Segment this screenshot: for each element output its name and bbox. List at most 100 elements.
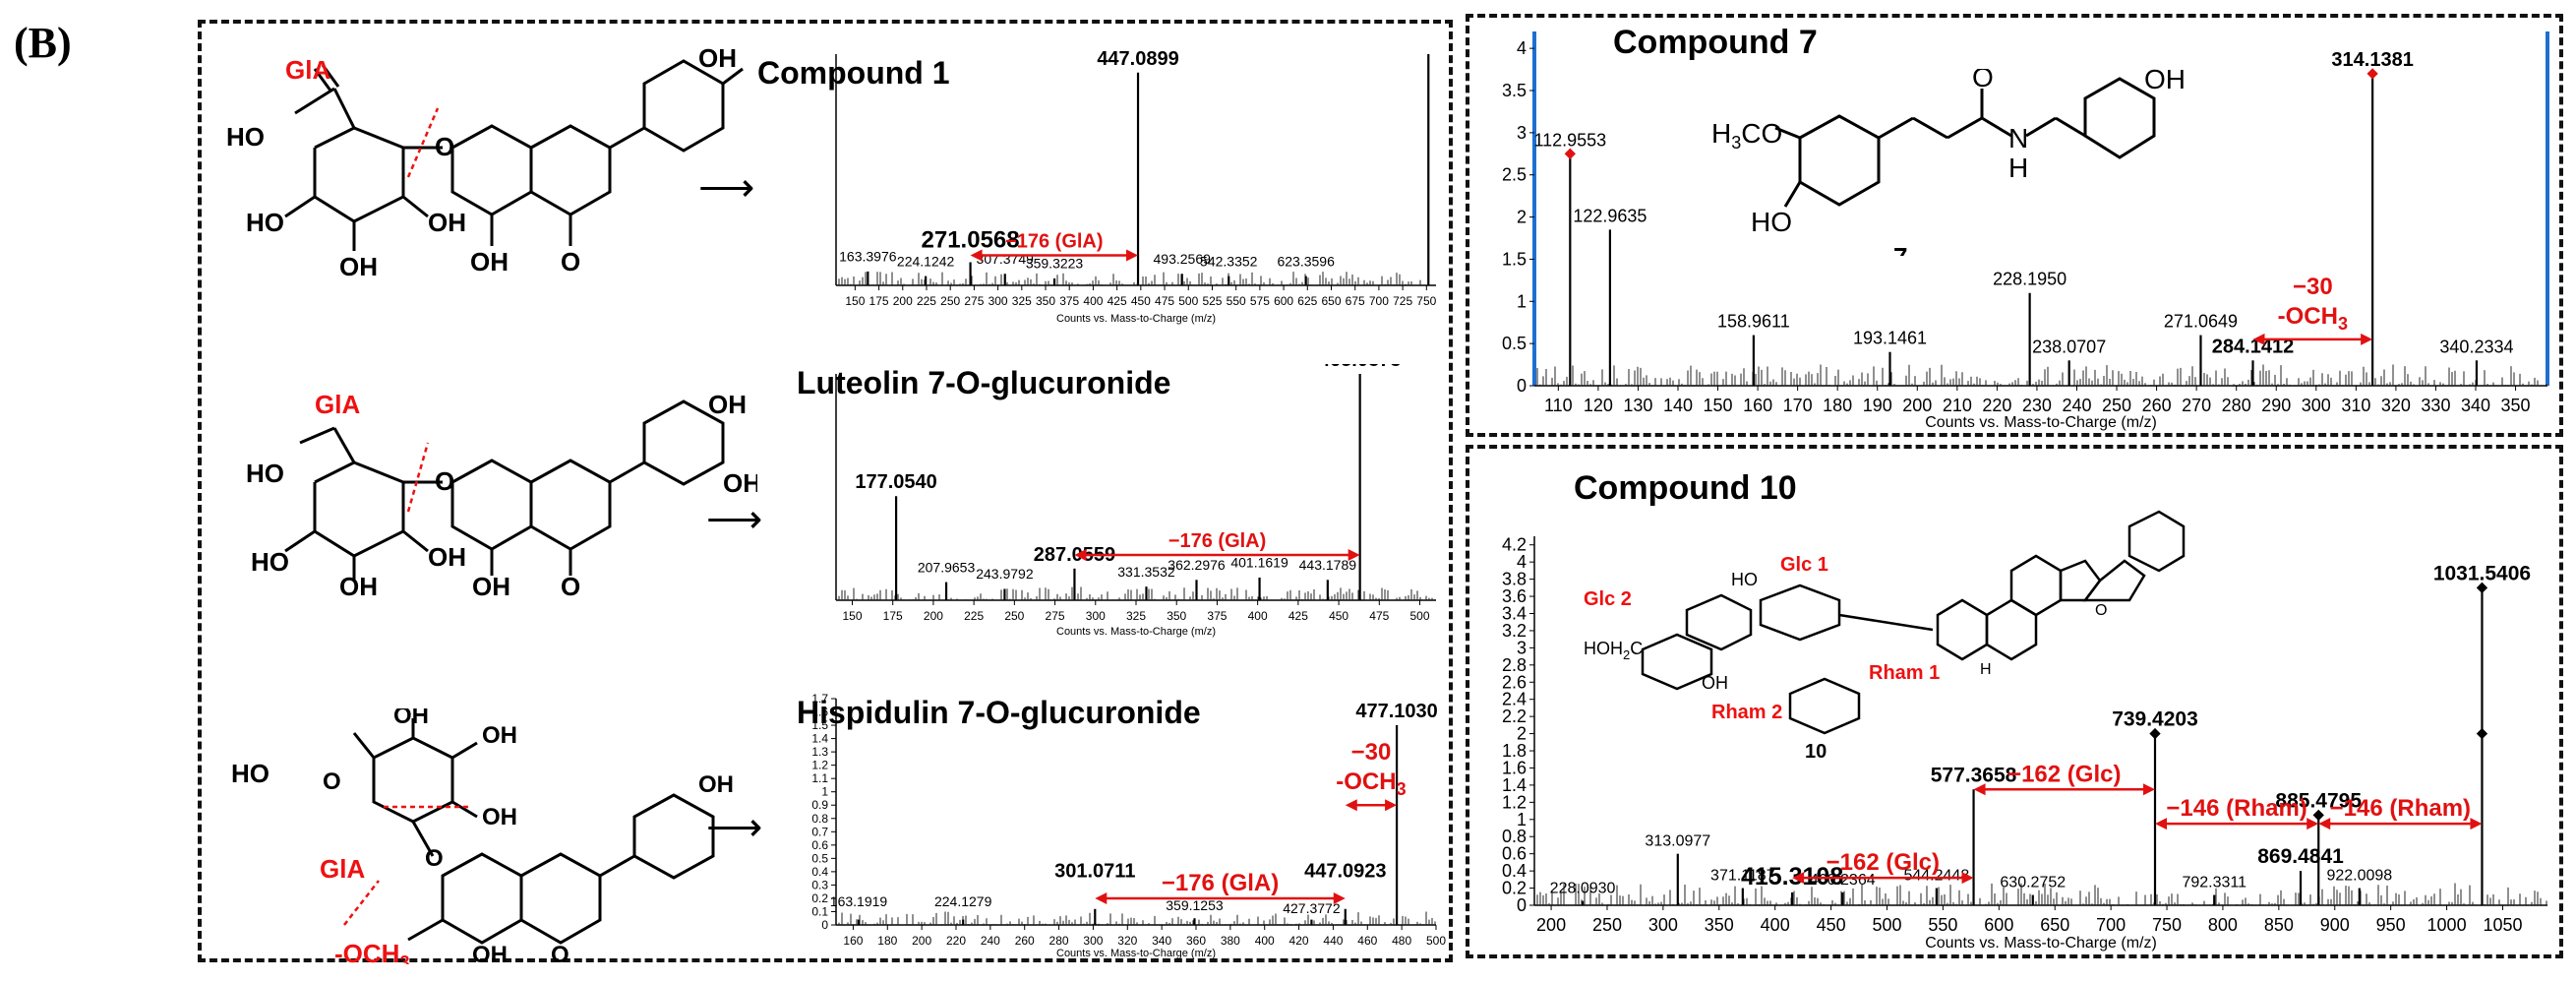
c3-x-tick-label: 380 [1221, 934, 1240, 948]
c3-x-tick-label: 460 [1357, 934, 1377, 948]
c2-peak-label: 401.1619 [1230, 555, 1288, 571]
s2-o-label: O [435, 466, 454, 496]
c2-x-tick-label: 200 [924, 609, 943, 623]
c2-x-tick-label: 275 [1046, 609, 1065, 623]
c10-y-tick-label: 3.8 [1502, 570, 1527, 589]
c7-peak-marker [1564, 148, 1576, 159]
c3-x-tick-label: 360 [1186, 934, 1206, 948]
c2-x-tick-label: 150 [842, 609, 862, 623]
c7-x-tick-label: 240 [2062, 396, 2091, 415]
s2-ho-label: HO [246, 459, 284, 488]
c3-x-tick-label: 240 [981, 934, 1000, 948]
c1-x-tick-label: 200 [893, 294, 913, 308]
c10-x-tick-label: 1000 [2427, 915, 2467, 935]
c10-peak-label: 313.0977 [1645, 833, 1710, 850]
c7-x-tick-label: 230 [2022, 396, 2052, 415]
c3-y-tick-label: 1.7 [811, 692, 828, 706]
c3-y-tick-label: 1.1 [811, 771, 828, 785]
c7-x-tick-label: 300 [2302, 396, 2331, 415]
c1-x-tick-label: 725 [1393, 294, 1412, 308]
c3-x-tick-label: 300 [1083, 934, 1103, 948]
c3-annotation-arrowhead [1333, 891, 1346, 904]
c3-x-tick-label: 200 [912, 934, 931, 948]
c10-x-tick-label: 250 [1592, 915, 1622, 935]
c7-y-tick-label: 0.5 [1502, 334, 1527, 353]
c10-peak-label: 630.2752 [2000, 875, 2066, 891]
c2-x-tick-label: 250 [1004, 609, 1024, 623]
c1-annotation-arrowhead [970, 249, 983, 262]
s1-o-label-2: O [561, 247, 580, 276]
c10-y-tick-label: 2.4 [1502, 690, 1527, 709]
s10-rham2-label: Rham 2 [1711, 702, 1782, 723]
s1-ho-label-2: HO [246, 208, 284, 237]
c3-title: Hispidulin 7-O-glucuronide [797, 695, 1201, 730]
c1-title: Compound 1 [757, 55, 950, 91]
c3-annotation-arrowhead [1385, 799, 1398, 812]
c10-y-tick-label: 0.8 [1502, 827, 1527, 846]
c1-x-tick-label: 325 [1012, 294, 1032, 308]
c10-y-tick-label: 1 [1517, 810, 1527, 829]
c10-annotation-arrowhead [2470, 818, 2483, 830]
c7-x-tick-label: 190 [1863, 396, 1892, 415]
c1-x-tick-label: 375 [1059, 294, 1079, 308]
c1-x-tick-label: 225 [917, 294, 936, 308]
c7-peak-label: 271.0649 [2164, 312, 2238, 332]
c10-annotation-arrowhead [2142, 783, 2155, 796]
c7-peak-label: 340.2334 [2439, 337, 2513, 356]
c10-x-tick-label: 500 [1872, 915, 1901, 935]
structure-compound-10: Glc 1 Glc 2 Rham 1 Rham 2 HOH2C HO OH H … [1584, 510, 2186, 763]
c7-peak-label: 238.0707 [2032, 337, 2106, 356]
c1-annotation-arrowhead [1126, 249, 1139, 262]
c10-x-tick-label: 200 [1536, 915, 1566, 935]
s1-oh-label-4: OH [698, 43, 737, 73]
s3-oh-label-4: OH [472, 942, 508, 964]
c10-y-tick-label: 1.4 [1502, 775, 1527, 795]
c10-y-tick-label: 0.4 [1502, 861, 1527, 881]
c10-y-tick-label: 4 [1517, 552, 1527, 572]
c2-peak-label: 177.0540 [855, 471, 936, 493]
s7-o-label: O [1972, 69, 1994, 92]
c1-x-tick-label: 525 [1202, 294, 1222, 308]
s1-gia-label: GlA [285, 55, 330, 85]
c3-y-tick-label: 0.5 [811, 851, 828, 865]
c3-annotation-label: −176 (GlA) [1162, 870, 1279, 896]
c3-annotation-label-main: -OCH [1336, 768, 1396, 795]
c10-y-tick-label: 0.6 [1502, 844, 1527, 864]
s7-id-label: 7 [1893, 242, 1907, 256]
s3-oh-label-2: OH [482, 722, 517, 749]
c7-x-tick-label: 220 [1982, 396, 2011, 415]
c3-x-tick-label: 420 [1289, 934, 1309, 948]
c3-y-tick-label: 1.5 [811, 718, 828, 732]
c3-y-tick-label: 0.2 [811, 891, 828, 905]
c1-x-tick-label: 475 [1155, 294, 1174, 308]
c2-x-tick-label: 425 [1288, 609, 1308, 623]
c3-peak-label: 359.1253 [1166, 897, 1224, 913]
c7-y-tick-label: 3 [1517, 123, 1527, 143]
s7-n-label: N [2008, 123, 2028, 154]
c1-annotation-label: −176 (GlA) [1005, 230, 1103, 252]
c3-y-tick-label: 0.7 [811, 825, 828, 838]
structure-compound-7: H3CO HO O N H OH 7 [1711, 69, 2184, 256]
c10-peak-label: 922.0098 [2326, 868, 2392, 885]
c10-peak-label: 885.4795 [2275, 789, 2362, 812]
c3-x-tick-label: 280 [1049, 934, 1069, 948]
spectrum-luteolin: Luteolin 7-O-glucuronide 150 175 200 225 250 2… [797, 364, 1436, 638]
s2-arrow: ⟶ [706, 498, 763, 541]
c10-annotation-label: −146 (Rham) [2166, 795, 2306, 822]
c2-peak-label: 443.1789 [1299, 557, 1357, 573]
c2-peak-label: 463.0878 [1319, 364, 1401, 371]
c10-y-tick-label: 0 [1517, 895, 1527, 915]
c7-x-tick-label: 270 [2182, 396, 2211, 415]
c7-annotation-arrowhead [2361, 333, 2373, 345]
c1-peak-label: 271.0568 [922, 226, 1020, 253]
s3-oh-label-3: OH [482, 804, 517, 830]
c7-y-tick-label: 2.5 [1502, 165, 1527, 185]
c10-peak-label: 544.2448 [1903, 868, 1969, 885]
right-bottom-panel-box [1466, 445, 2563, 958]
c3-y-tick-label: 1.3 [811, 745, 828, 759]
c1-x-tick-label: 750 [1416, 294, 1436, 308]
c7-y-tick-label: 2 [1517, 208, 1527, 227]
c7-x-tick-label: 180 [1823, 396, 1852, 415]
c1-x-tick-label: 500 [1178, 294, 1198, 308]
